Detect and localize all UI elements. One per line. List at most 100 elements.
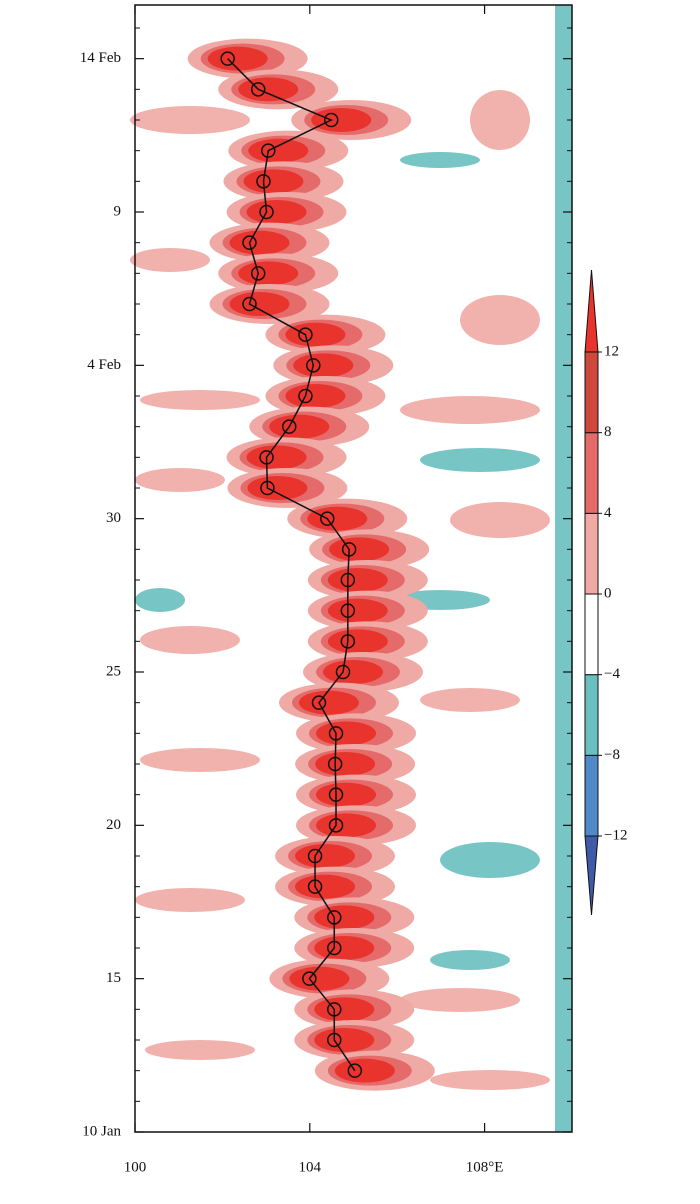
contour-fill [327, 568, 388, 592]
contour-fill [316, 813, 377, 838]
colorbar-label: 0 [604, 585, 612, 601]
contour-fill [130, 248, 210, 272]
contour-fill [135, 588, 185, 612]
trace-marker [335, 664, 351, 680]
y-tick-label: 4 Feb [87, 357, 121, 373]
contour-fill [293, 353, 354, 378]
contour-fill [145, 1040, 255, 1060]
contour-fill [246, 200, 307, 224]
contour-fill [555, 5, 572, 1132]
trace-marker [327, 1002, 342, 1017]
contour-fill [269, 414, 330, 439]
contour-fill [430, 950, 510, 970]
contour-fill [470, 90, 530, 150]
contour-fill [323, 660, 384, 684]
trace-marker [250, 82, 266, 97]
colorbar-label: 8 [604, 424, 612, 440]
trace-marker [261, 143, 276, 158]
x-tick-label: 100 [124, 1159, 147, 1175]
contour-fill [316, 721, 377, 746]
contour-fill [140, 390, 260, 410]
colorbar-label: −12 [604, 827, 627, 843]
trace-marker [302, 971, 317, 986]
y-tick-label: 25 [106, 663, 121, 679]
trace-marker [340, 603, 356, 618]
trace-marker [259, 204, 274, 220]
colorbar-bin [584, 593, 599, 676]
colorbar-extend [584, 835, 599, 916]
trace-marker [327, 1032, 342, 1048]
trace-marker [298, 327, 313, 342]
contour-fill [285, 322, 346, 347]
colorbar-bin [584, 674, 599, 756]
contour-fill [229, 292, 290, 316]
contour-fill [400, 988, 520, 1012]
contour-fill [307, 506, 368, 531]
contour-fill [327, 629, 388, 654]
contour-fill [314, 997, 375, 1022]
contour-fill [130, 106, 250, 134]
contour-fill [440, 842, 540, 878]
trace-marker [220, 51, 235, 66]
trace-marker [242, 235, 257, 250]
contour-fill [243, 169, 304, 194]
contour-fill [420, 448, 540, 472]
contour-fill [329, 537, 390, 562]
contour-fill [314, 905, 375, 930]
contour-fill [248, 138, 309, 163]
contour-fill [238, 261, 299, 286]
trace-marker [298, 388, 313, 404]
y-tick-label: 9 [114, 203, 122, 219]
contour-fill [207, 46, 268, 71]
colorbar-bin [584, 754, 599, 837]
trace-marker [282, 419, 297, 434]
trace-marker [250, 266, 266, 281]
colorbar-label: −4 [604, 666, 620, 682]
contour-fill [247, 476, 308, 500]
y-tick-label: 20 [106, 817, 121, 833]
colorbar-bin [584, 512, 599, 595]
contour-fill [460, 295, 540, 345]
contour-fill [450, 502, 550, 538]
trace-marker [306, 358, 321, 373]
trace-marker [259, 450, 274, 465]
trace-marker [327, 940, 342, 956]
contour-fill [420, 688, 520, 712]
colorbar-bin [584, 432, 599, 514]
trace-marker [260, 480, 275, 496]
colorbar-label: −8 [604, 747, 620, 763]
x-tick-label: 104 [299, 1159, 322, 1175]
contour-fill [140, 626, 240, 654]
contour-fill [327, 598, 388, 623]
trace-marker [320, 511, 335, 526]
y-tick-label: 30 [106, 510, 121, 526]
contour-fill [314, 936, 375, 960]
contour-fill [135, 468, 225, 492]
contour-fill [295, 874, 356, 899]
trace-marker [311, 695, 327, 710]
trace-marker [242, 296, 257, 312]
colorbar-bin [584, 351, 599, 434]
trace-marker [328, 787, 344, 802]
trace-marker [323, 112, 339, 128]
colorbar-extend [584, 269, 599, 353]
y-tick-label: 14 Feb [80, 50, 121, 66]
contour-fill [314, 1028, 375, 1052]
trace-marker [327, 910, 342, 925]
contour-fill [140, 748, 260, 772]
contour-fill [298, 690, 359, 715]
trace-marker [328, 818, 344, 833]
plot-frame [134, 4, 573, 1133]
trace-marker [256, 174, 271, 189]
trace-marker [307, 848, 323, 864]
trace-marker [328, 726, 344, 741]
contour-fill [135, 888, 245, 912]
trace-marker [307, 879, 323, 894]
contour-fill [289, 966, 350, 991]
y-tick-label: 10 Jan [82, 1123, 121, 1139]
colorbar-label: 4 [604, 505, 612, 521]
trace-marker [340, 634, 356, 649]
contour-fill [285, 384, 346, 408]
contour-fill [246, 445, 307, 470]
